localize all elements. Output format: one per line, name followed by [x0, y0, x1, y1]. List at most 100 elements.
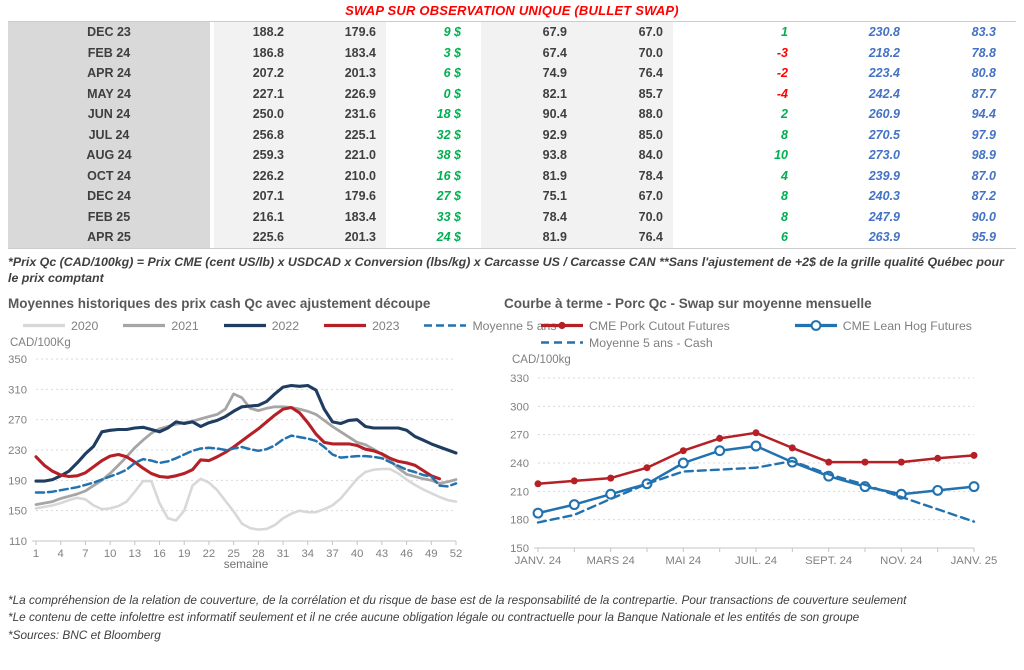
table-cell-qc-swap: 256.8	[214, 124, 300, 145]
table-cell-month: DEC 24	[8, 186, 214, 207]
svg-text:49: 49	[425, 548, 438, 560]
legend-item: 2021	[122, 318, 199, 333]
table-cell-qc-swap: 225.6	[214, 227, 300, 248]
svg-text:52: 52	[450, 548, 463, 560]
table-row: FEB 24 186.8 183.4 3 $ 67.4 70.0 -3 218.2 78.8	[8, 42, 1016, 63]
table-cell-us-cash: 76.4	[577, 63, 673, 84]
table-cell-futures-us: 98.9	[971, 148, 996, 162]
legend-swatch-line-icon	[223, 324, 266, 328]
table-cell-ecart-cad: 0 $	[443, 86, 461, 101]
svg-text:MARS 24: MARS 24	[586, 555, 634, 567]
table-cell-qc-cash: 221.0	[300, 145, 386, 166]
table-cell-qc-cash: 201.3	[300, 227, 386, 248]
footer-disclaimers: *La compréhension de la relation de couv…	[8, 592, 1024, 645]
legend-label: Moyenne 5 ans	[472, 318, 557, 333]
svg-text:150: 150	[510, 543, 529, 555]
historical-cash-chart: Moyennes historiques des prix cash Qc av…	[0, 296, 557, 582]
report-page: SWAP SUR OBSERVATION UNIQUE (BULLET SWAP…	[0, 3, 1024, 645]
table-cell-qc-swap: 250.0	[214, 104, 300, 125]
legend-label: 2021	[171, 318, 199, 333]
table-cell-futures-us: 87.0	[971, 168, 996, 183]
svg-text:28: 28	[252, 548, 265, 560]
svg-text:240: 240	[510, 458, 529, 470]
table-cell-qc-swap: 226.2	[214, 165, 300, 186]
table-cell-qc-cash: 183.4	[300, 42, 386, 63]
table-cell-qc-cash: 231.6	[300, 104, 386, 125]
table-cell-ecart-cad: 24 $	[436, 230, 461, 244]
svg-text:MAI 24: MAI 24	[665, 555, 701, 567]
svg-text:110: 110	[9, 536, 27, 548]
legend-item: 2023	[323, 319, 399, 333]
table-cell-us-swap: 67.4	[481, 42, 577, 63]
svg-text:13: 13	[129, 548, 142, 560]
table-row: DEC 24 207.1 179.6 27 $ 75.1 67.0 8 240.3 87.2	[8, 186, 1016, 207]
table-cell-ecart-us: -3	[776, 45, 788, 60]
table-cell-us-cash: 85.7	[577, 83, 673, 104]
table-cell-qc-cash: 179.6	[300, 22, 386, 43]
table-cell-month: FEB 25	[8, 206, 214, 227]
table-cell-futures-cad: 223.4	[868, 66, 900, 80]
table-cell-qc-swap: 186.8	[214, 42, 300, 63]
table-cell-us-cash: 85.0	[577, 124, 673, 145]
table-cell-us-cash: 84.0	[577, 145, 673, 166]
table-cell-qc-cash: 201.3	[300, 63, 386, 84]
table-cell-us-swap: 74.9	[481, 63, 577, 84]
svg-text:300: 300	[510, 401, 529, 413]
svg-text:31: 31	[277, 548, 290, 560]
table-cell-us-swap: 81.9	[481, 165, 577, 186]
table-cell-ecart-us: 2	[781, 107, 788, 121]
disclaimer-line: *La compréhension de la relation de couv…	[8, 592, 907, 607]
table-cell-ecart-us: 10	[774, 148, 788, 162]
table-cell-us-swap: 90.4	[481, 104, 577, 125]
table-cell-month: MAY 24	[8, 83, 214, 104]
table-cell-ecart-cad: 16 $	[436, 168, 461, 183]
svg-text:270: 270	[8, 414, 27, 426]
forward-curve-plot: 150 180 210 240 270 300 330 JANV. 24 MARS 24 MAI …	[510, 373, 998, 567]
svg-text:JANV. 25: JANV. 25	[951, 555, 998, 567]
svg-text:34: 34	[301, 548, 314, 560]
table-cell-ecart-us: -2	[776, 66, 788, 80]
legend-label: 2022	[271, 318, 300, 333]
table-cell-qc-swap: 227.1	[214, 83, 300, 104]
table-cell-ecart-us: 8	[781, 127, 788, 142]
forward-curve-legend-row1: CME Pork Cutout Futures CME Lean Hog Futu…	[540, 319, 1024, 333]
svg-text:270: 270	[510, 429, 529, 441]
legend-item: 2022	[223, 319, 299, 333]
svg-text:43: 43	[376, 548, 389, 560]
svg-text:46: 46	[400, 548, 413, 560]
table-cell-us-swap: 75.1	[481, 186, 577, 207]
table-cell-futures-cad: 263.9	[868, 230, 900, 244]
table-cell-futures-us: 95.9	[971, 230, 996, 244]
svg-text:16: 16	[153, 548, 166, 560]
table-cell-us-swap: 78.4	[481, 206, 577, 227]
svg-text:25: 25	[227, 548, 240, 560]
table-row: APR 24 207.2 201.3 6 $ 74.9 76.4 -2 223.4 80.8	[8, 63, 1016, 84]
table-cell-qc-cash: 225.1	[300, 124, 386, 145]
svg-text:JUIL. 24: JUIL. 24	[735, 555, 777, 567]
table-cell-month: DEC 23	[8, 22, 214, 43]
table-cell-futures-us: 78.8	[971, 45, 996, 60]
table-cell-futures-cad: 240.3	[868, 189, 900, 203]
table-cell-month: APR 25	[8, 227, 214, 248]
charts-row: Moyennes historiques des prix cash Qc av…	[0, 296, 1024, 582]
table-cell-qc-swap: 216.1	[214, 206, 300, 227]
svg-text:330: 330	[510, 373, 529, 385]
table-row: APR 25 225.6 201.3 24 $ 81.9 76.4 6 263.9 95.9	[8, 227, 1016, 248]
legend-item: CME Pork Cutout Futures	[540, 319, 730, 333]
table-cell-qc-swap: 188.2	[214, 22, 300, 43]
table-cell-ecart-us: -4	[776, 86, 788, 101]
svg-text:4: 4	[58, 548, 64, 560]
table-cell-qc-swap: 207.2	[214, 63, 300, 84]
legend-item: Moyenne 5 ans - Cash	[540, 336, 713, 350]
table-cell-futures-cad: 230.8	[868, 25, 900, 39]
table-cell-qc-swap: 259.3	[214, 145, 300, 166]
table-cell-qc-cash: 179.6	[300, 186, 386, 207]
table-row: JUN 24 250.0 231.6 18 $ 90.4 88.0 2 260.9 94.4	[8, 104, 1016, 125]
legend-label: 2023	[372, 318, 400, 333]
table-cell-us-swap: 67.9	[481, 22, 577, 43]
table-cell-month: APR 24	[8, 63, 214, 84]
table-cell-ecart-cad: 33 $	[436, 209, 461, 224]
legend-label: Moyenne 5 ans - Cash	[589, 335, 713, 350]
table-row: DEC 23 188.2 179.6 9 $ 67.9 67.0 1 230.8 83.3	[8, 22, 1016, 43]
legend-swatch-line-icon	[794, 320, 837, 332]
